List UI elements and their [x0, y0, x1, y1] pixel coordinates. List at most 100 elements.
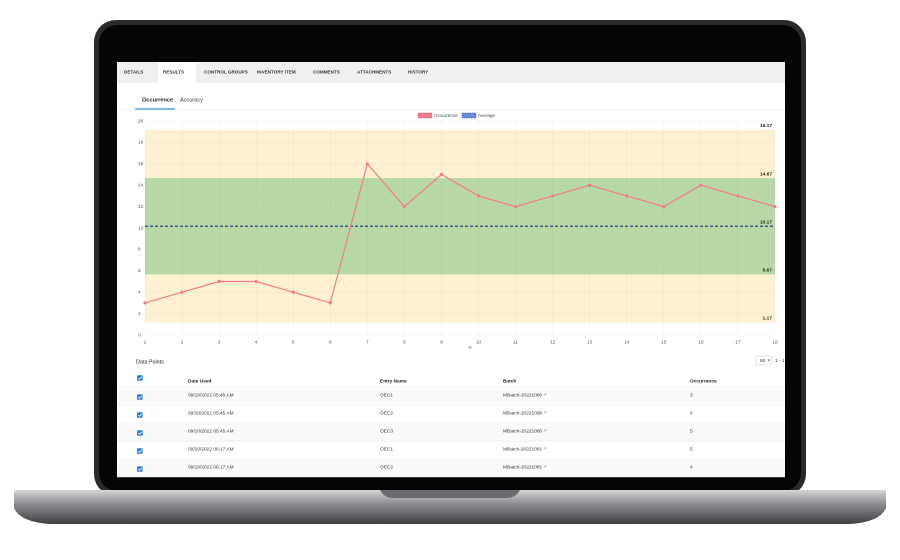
page-size[interactable]: 50 [760, 358, 766, 364]
y-tick-label: 6 [138, 268, 141, 274]
checkbox[interactable] [137, 466, 143, 472]
x-tick-label: 1 [144, 339, 147, 345]
data-point [143, 301, 147, 305]
tab-bar [117, 62, 785, 83]
cell: OEC1 [380, 446, 393, 452]
checkbox[interactable] [137, 448, 143, 454]
tab[interactable]: COMMENTS [313, 70, 340, 75]
data-point [254, 279, 258, 284]
y-tick-label: 4 [138, 289, 141, 295]
y-tick-label: 2 [138, 311, 141, 317]
column-header: Entry Name [380, 378, 407, 384]
tab[interactable]: HISTORY [408, 70, 428, 75]
data-point [180, 290, 184, 294]
data-point [402, 205, 407, 209]
x-tick-label: 5 [292, 339, 295, 345]
cell: 09/10/2022 06:17 AM [188, 446, 234, 452]
cell: 09/10/2022 05:45 AM [188, 428, 234, 434]
active-tab[interactable] [158, 62, 196, 83]
x-tick-label: 18 [772, 339, 778, 345]
checkbox[interactable] [137, 394, 143, 400]
cell: OEC3 [380, 428, 393, 434]
tab[interactable]: ATTACHMENTS [357, 70, 391, 75]
batch-link[interactable]: MBatch-20221081 [503, 446, 543, 452]
checkbox[interactable] [137, 430, 143, 436]
column-header: Occurrence [690, 378, 717, 384]
legend-swatch [461, 112, 477, 119]
cell: 09/10/2022 06:17 AM [188, 464, 234, 470]
tab[interactable]: INVENTORY ITEM [257, 70, 296, 75]
data-point [662, 205, 666, 209]
data-point [551, 194, 555, 198]
checkbox[interactable] [137, 412, 143, 418]
subtab[interactable]: Occurrence [142, 97, 173, 103]
cell: 4 [690, 410, 693, 416]
external-link-icon[interactable]: ↗ [543, 392, 547, 397]
data-point [217, 279, 221, 284]
laptop-base [14, 490, 886, 524]
band-label: 19.17 [760, 123, 772, 129]
average-label: 10.17 [760, 219, 772, 225]
external-link-icon[interactable]: ↗ [543, 428, 547, 433]
x-tick-label: 11 [513, 339, 518, 345]
data-point [476, 194, 481, 198]
series-line [144, 162, 776, 304]
row-bg [117, 387, 785, 405]
legend-swatch [417, 112, 433, 119]
data-point [439, 172, 444, 177]
page-range: 1 - 1 [775, 358, 785, 364]
x-tick-label: 8 [403, 339, 406, 345]
notch [380, 490, 520, 498]
x-tick-label: 13 [587, 339, 593, 345]
data-point [513, 205, 518, 209]
dropdown-caret: ▾ [768, 359, 770, 363]
subtab[interactable]: Accuracy [180, 97, 203, 103]
batch-link[interactable]: MBatch-20221080 [503, 428, 543, 434]
tab[interactable]: RESULTS [163, 70, 184, 75]
y-tick-label: 14 [138, 182, 144, 188]
data-point [736, 194, 740, 198]
row-bg [117, 459, 785, 477]
x-tick-label: 9 [440, 339, 443, 345]
column-header: Date Used [188, 378, 212, 384]
x-tick-label: 15 [661, 339, 667, 345]
band-label: 14.67 [760, 171, 772, 177]
x-tick-label: 16 [698, 339, 704, 345]
tab[interactable]: DETAILS [124, 70, 143, 75]
checkmark [137, 449, 142, 453]
y-tick-label: 10 [138, 225, 144, 231]
cell: OEC2 [380, 464, 393, 470]
data-point [588, 183, 592, 187]
data-point [773, 205, 777, 209]
external-link-icon[interactable]: ↗ [543, 464, 547, 469]
x-tick-label: 14 [624, 339, 630, 345]
checkmark [137, 395, 142, 399]
y-tick-label: 20 [138, 118, 144, 124]
y-tick-label: 16 [138, 161, 144, 167]
page-size-select[interactable] [755, 355, 773, 366]
checkmark [137, 467, 142, 471]
column-header: Batch [503, 378, 516, 384]
y-tick-label: 12 [138, 204, 144, 210]
legend-label: Occurrence [434, 113, 458, 118]
data-point [328, 301, 332, 305]
batch-link[interactable]: MBatch-20221080 [503, 392, 543, 398]
y-tick-label: 18 [138, 140, 144, 146]
external-link-icon[interactable]: ↗ [543, 410, 547, 415]
checkbox[interactable] [137, 375, 143, 381]
checkmark [137, 431, 142, 435]
cell: OEC2 [380, 410, 393, 416]
tab[interactable]: CONTROL GROUPS [204, 70, 248, 75]
cell: OEC1 [380, 392, 393, 398]
x-tick-label: 2 [181, 339, 184, 345]
batch-link[interactable]: MBatch-20221080 [503, 410, 543, 416]
x-tick-label: 3 [218, 339, 221, 345]
external-link-icon[interactable]: ↗ [543, 446, 547, 451]
resize-handle[interactable]: ≡ [468, 346, 472, 352]
checkmark [137, 376, 142, 380]
batch-link[interactable]: MBatch-20221081 [503, 464, 543, 470]
cell: 3 [690, 392, 693, 398]
band-label: 5.67 [763, 268, 773, 274]
legend-label: Average [478, 113, 495, 118]
